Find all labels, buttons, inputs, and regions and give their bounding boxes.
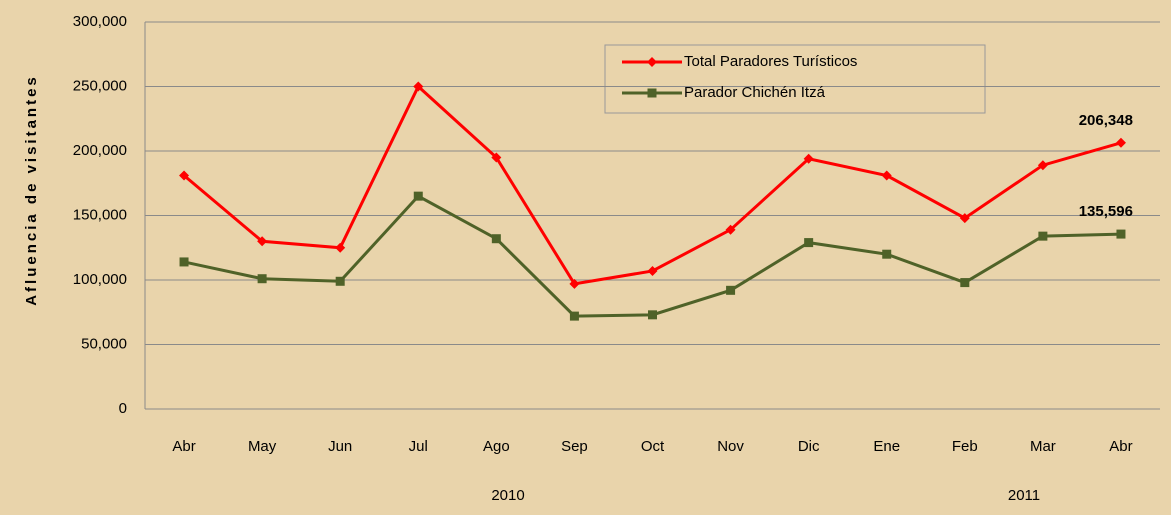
x-group-label: 2010 [491,487,524,504]
y-tick-label: 300,000 [73,13,127,30]
x-tick-label: Mar [1030,438,1056,455]
x-tick-label: May [248,438,277,455]
point [959,213,970,224]
point [803,153,814,164]
point [491,152,502,163]
y-axis-title: Afluencia de visitantes [23,74,40,306]
point [725,224,736,235]
point [1116,229,1126,239]
point [569,311,579,321]
legend-label: Total Paradores Turísticos [684,53,857,70]
point [647,265,658,276]
point [960,278,970,288]
point [1115,137,1126,148]
point [882,249,892,259]
series-line [183,194,1121,318]
x-group-label: 2011 [1008,487,1040,504]
point [335,242,346,253]
x-tick-label: Jun [328,438,352,455]
legend-marker [647,57,657,67]
y-tick-label: 50,000 [81,335,127,352]
point [257,236,268,247]
x-tick-label: Abr [1109,438,1132,455]
x-tick-label: Feb [952,438,978,455]
x-tick-label: Abr [172,438,195,455]
legend-box [604,44,986,114]
point [569,278,580,289]
point [726,285,736,295]
point [413,81,424,92]
point [257,274,267,284]
point [648,310,657,320]
point [179,170,190,181]
data-label: 135,596 [1079,203,1133,220]
point [1038,231,1048,241]
point [413,191,423,201]
x-tick-label: Oct [641,438,665,455]
point [179,257,189,267]
legend-marker [647,88,657,98]
point [804,238,814,248]
x-tick-label: Ago [483,438,510,455]
point [335,276,345,286]
point [491,234,501,244]
series-line [183,84,1122,286]
y-tick-label: 0 [119,400,127,417]
x-tick-label: Jul [409,438,428,455]
y-tick-label: 100,000 [73,271,127,288]
point [881,170,892,181]
x-tick-label: Dic [798,438,820,455]
y-tick-label: 200,000 [73,142,127,159]
x-tick-label: Nov [717,438,744,455]
y-tick-label: 250,000 [73,77,127,94]
x-tick-label: Sep [561,438,588,455]
point [1037,160,1048,171]
data-label: 206,348 [1079,112,1133,129]
y-tick-label: 150,000 [73,206,127,223]
legend-label: Parador Chichén Itzá [684,84,826,101]
x-tick-label: Ene [873,438,900,455]
